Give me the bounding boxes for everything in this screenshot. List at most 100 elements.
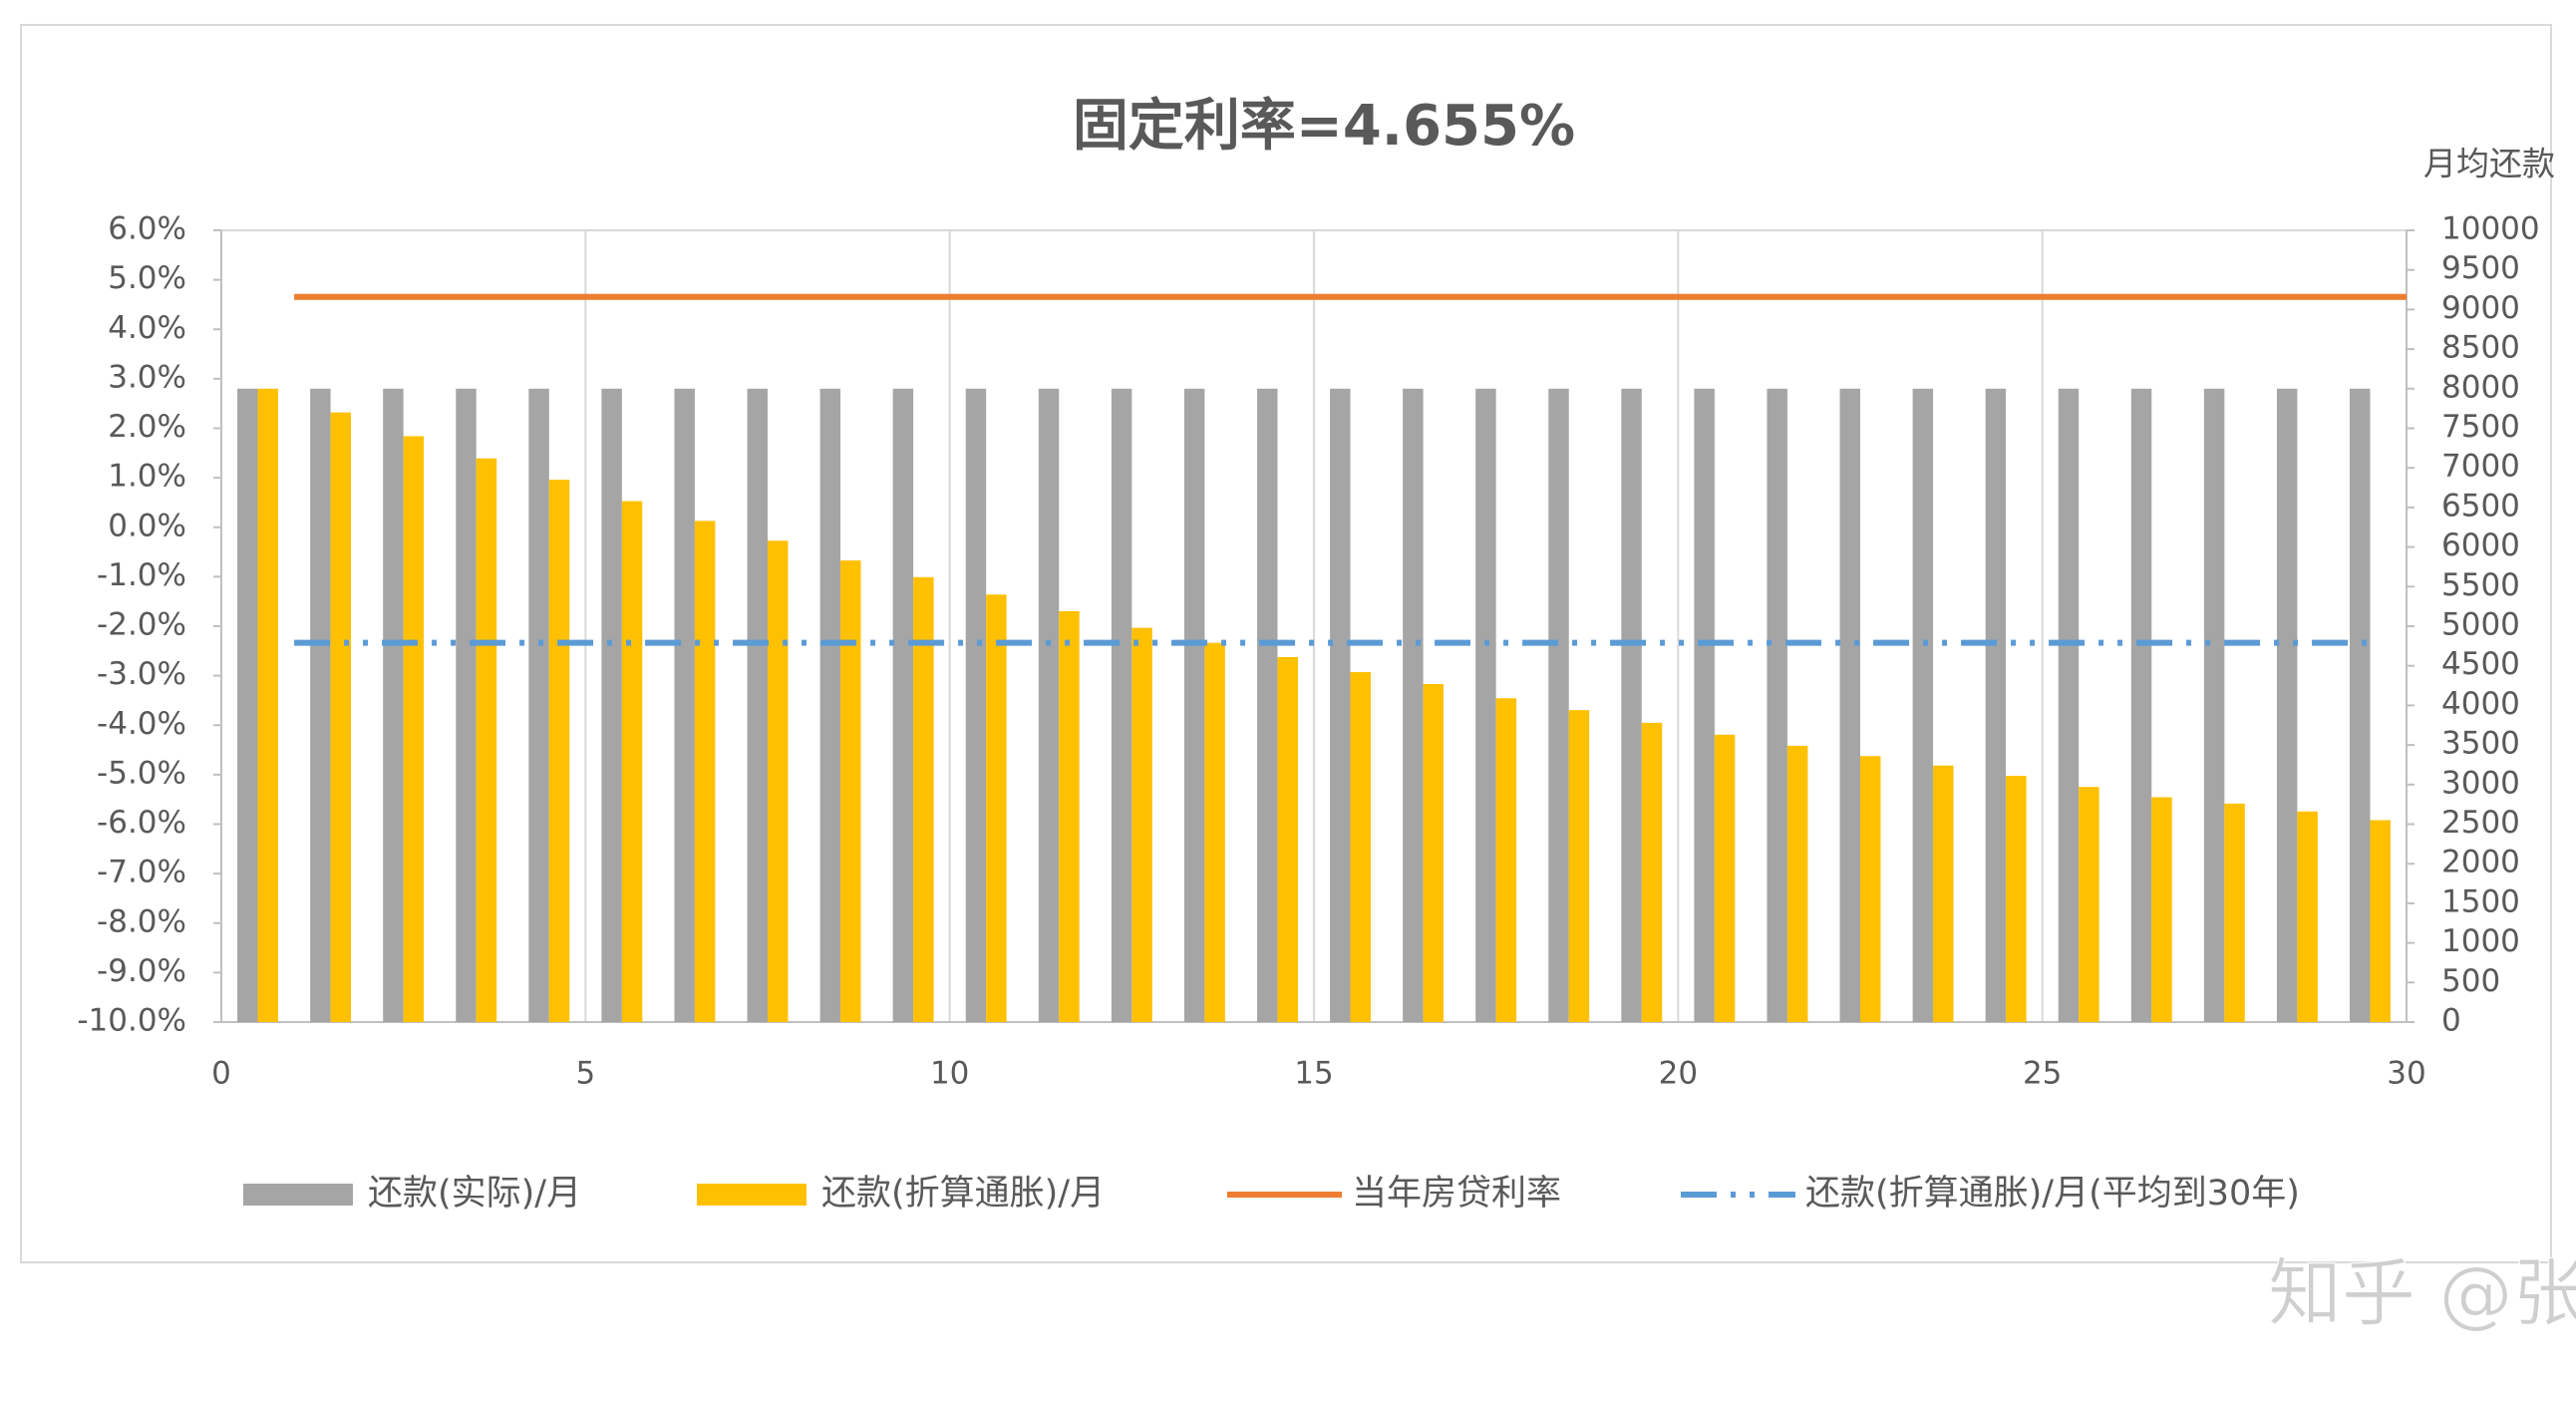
y-tick-label: -2.0% xyxy=(97,607,186,643)
y2-tick-label: 500 xyxy=(2441,963,2500,999)
bar xyxy=(2130,388,2152,1022)
bar xyxy=(1786,745,1808,1022)
bar xyxy=(986,594,1007,1022)
x-tick-label: 5 xyxy=(575,1056,595,1092)
y2-tick-label: 9000 xyxy=(2441,290,2520,326)
y-tick-label: 2.0% xyxy=(108,409,186,445)
bar xyxy=(1183,388,1205,1022)
bar xyxy=(747,388,768,1022)
bar xyxy=(965,388,987,1022)
y-tick-label: 6.0% xyxy=(108,211,186,247)
bar xyxy=(2058,388,2080,1022)
bar xyxy=(476,458,497,1022)
y-tick-label: 3.0% xyxy=(108,359,186,395)
y2-tick-label: 8500 xyxy=(2441,330,2520,366)
y2-tick-label: 7000 xyxy=(2441,449,2520,485)
y2-tick-label: 6000 xyxy=(2441,527,2520,563)
y-tick-label: 4.0% xyxy=(108,310,186,346)
x-tick-label: 10 xyxy=(930,1056,969,1092)
y-tick-label: -4.0% xyxy=(97,706,186,742)
y-tick-label: -5.0% xyxy=(97,755,186,791)
bar xyxy=(2350,388,2371,1022)
y-tick-label: -6.0% xyxy=(97,805,186,841)
bar xyxy=(1933,765,1954,1022)
bar xyxy=(892,388,914,1022)
y-tick-label: -3.0% xyxy=(97,656,186,692)
y-tick-label: -1.0% xyxy=(97,557,186,593)
x-tick-label: 0 xyxy=(211,1056,231,1092)
legend-swatch xyxy=(243,1184,353,1206)
bar xyxy=(1860,756,1881,1022)
bar xyxy=(1038,388,1060,1022)
bar xyxy=(2203,388,2225,1022)
bar xyxy=(1621,388,1642,1022)
bar xyxy=(1839,388,1860,1022)
y-tick-label: -8.0% xyxy=(97,903,186,939)
bar xyxy=(1204,642,1225,1022)
bar xyxy=(1423,683,1445,1022)
bar xyxy=(1403,388,1424,1022)
bar xyxy=(1568,710,1590,1022)
y2-tick-label: 1500 xyxy=(2441,883,2520,919)
y2-axis-label: 月均还款 xyxy=(2423,145,2555,183)
bar xyxy=(1641,722,1663,1022)
y2-tick-label: 1000 xyxy=(2441,923,2520,959)
bar xyxy=(1985,388,2007,1022)
bar xyxy=(694,521,716,1022)
bar xyxy=(1330,388,1351,1022)
x-tick-label: 25 xyxy=(2023,1056,2062,1092)
y-tick-label: 0.0% xyxy=(108,508,186,543)
bar xyxy=(403,436,425,1022)
y-tick-label: -10.0% xyxy=(77,1003,186,1039)
bar xyxy=(840,560,861,1022)
bar xyxy=(913,576,934,1022)
bar xyxy=(528,388,549,1022)
y2-tick-label: 6500 xyxy=(2441,488,2520,524)
bar xyxy=(1475,388,1496,1022)
bar xyxy=(1277,656,1298,1022)
legend-label: 当年房贷利率 xyxy=(1352,1174,1561,1214)
bar xyxy=(2079,787,2099,1022)
y2-tick-label: 2000 xyxy=(2441,845,2520,880)
bar xyxy=(1694,388,1715,1022)
y-tick-label: 5.0% xyxy=(108,260,186,296)
legend-label: 还款(折算通胀)/月(平均到30年) xyxy=(1805,1174,2300,1214)
bar xyxy=(1257,388,1278,1022)
bar xyxy=(1548,388,1569,1022)
y2-tick-label: 2500 xyxy=(2441,805,2520,841)
x-tick-label: 30 xyxy=(2387,1056,2425,1092)
y2-tick-label: 8000 xyxy=(2441,369,2520,405)
y2-tick-label: 4500 xyxy=(2441,646,2520,682)
bar xyxy=(1912,388,1934,1022)
bar xyxy=(1767,388,1787,1022)
bar xyxy=(2276,388,2298,1022)
bar xyxy=(330,412,352,1022)
y2-tick-label: 10000 xyxy=(2441,211,2540,247)
y2-tick-label: 5000 xyxy=(2441,607,2520,643)
x-tick-label: 15 xyxy=(1294,1056,1333,1092)
bar xyxy=(1111,388,1132,1022)
bar xyxy=(621,501,643,1023)
bar xyxy=(1131,627,1152,1022)
bar xyxy=(456,388,477,1022)
y2-tick-label: 7500 xyxy=(2441,409,2520,445)
bar xyxy=(2297,811,2318,1022)
bar xyxy=(2224,803,2245,1022)
bar xyxy=(1059,610,1080,1022)
y2-tick-label: 4000 xyxy=(2441,686,2520,722)
legend-swatch xyxy=(697,1184,806,1206)
y2-tick-label: 3000 xyxy=(2441,765,2520,801)
y-tick-label: 1.0% xyxy=(108,459,186,495)
bar xyxy=(257,388,278,1022)
y-tick-label: -7.0% xyxy=(97,855,186,890)
bar xyxy=(601,388,622,1022)
legend-label: 还款(折算通胀)/月 xyxy=(821,1174,1105,1214)
bar xyxy=(1495,698,1517,1022)
chart-title: 固定利率=4.655% xyxy=(1073,94,1575,159)
bar xyxy=(674,388,695,1022)
y2-tick-label: 5500 xyxy=(2441,567,2520,603)
legend-label: 还款(实际)/月 xyxy=(368,1174,581,1214)
bar xyxy=(310,388,331,1022)
bar xyxy=(2370,820,2391,1022)
